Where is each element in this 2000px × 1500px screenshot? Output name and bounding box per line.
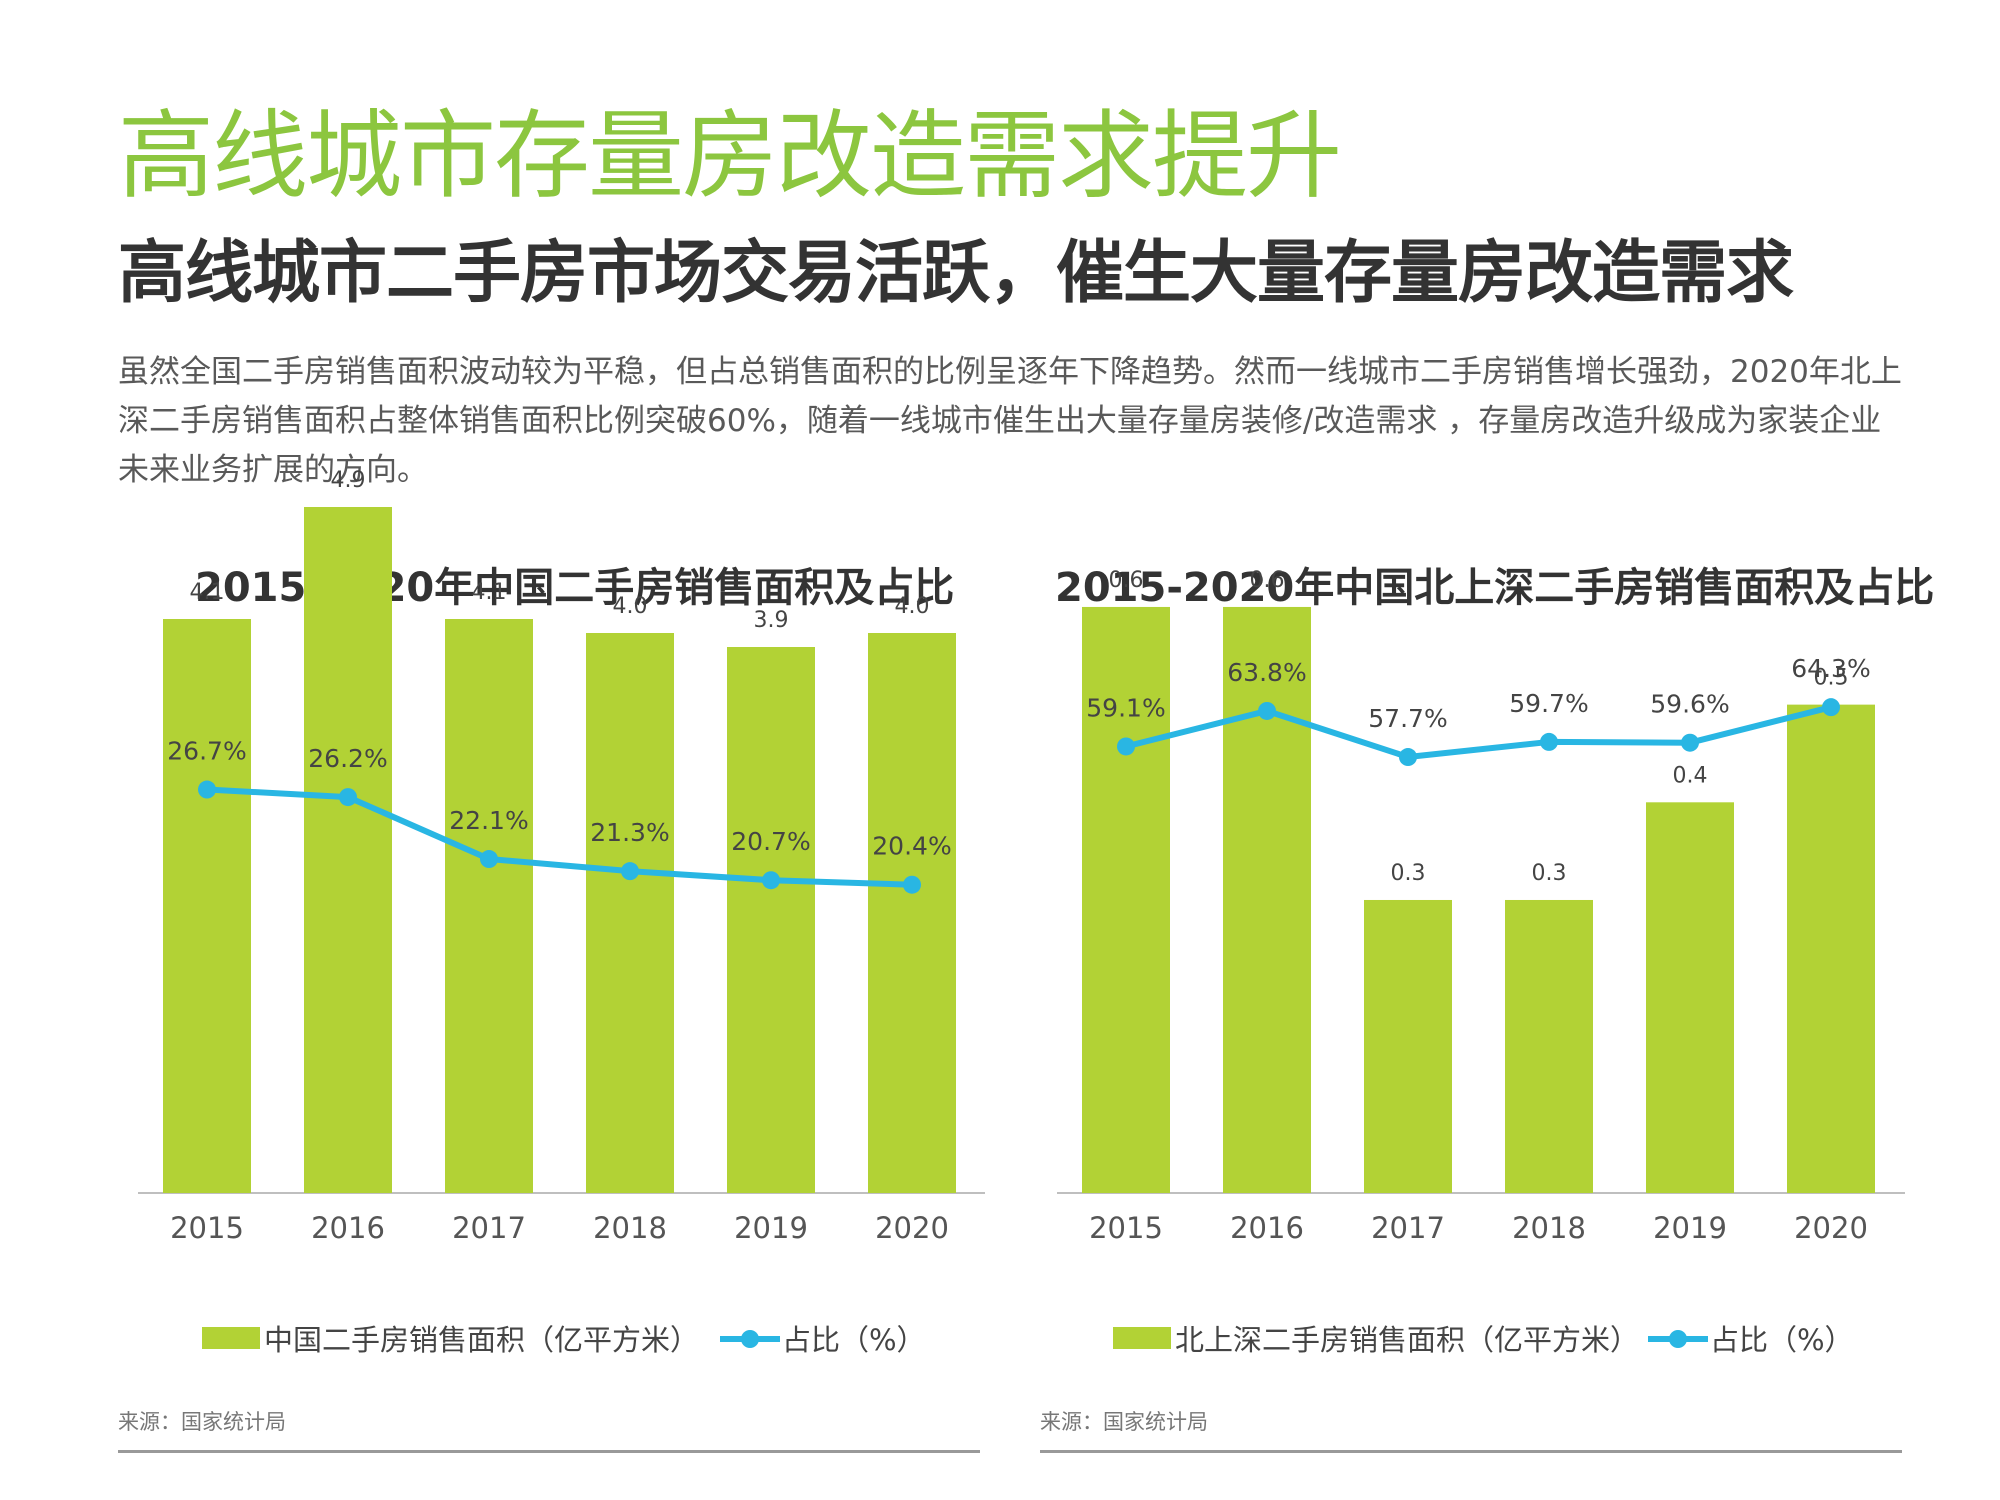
bar: [868, 633, 956, 1193]
legend-line-label: 占比（%）: [782, 1323, 926, 1357]
divider-left: [118, 1450, 980, 1453]
chart-title-tier1: 2015-2020年中国北上深二手房销售面积及占比: [1055, 565, 1935, 611]
bar-value-label: 0.5: [1814, 666, 1849, 691]
bar: [1364, 899, 1452, 1193]
bar-value-label: 3.9: [754, 608, 789, 633]
share-value-label: 20.7%: [731, 827, 810, 856]
bar: [1082, 606, 1170, 1193]
bar-value-label: 0.3: [1391, 861, 1426, 886]
x-tick-label: 2016: [1230, 1211, 1304, 1245]
x-tick-label: 2020: [1794, 1211, 1868, 1245]
body-paragraph: 虽然全国二手房销售面积波动较为平稳，但占总销售面积的比例呈逐年下降趋势。然而一线…: [118, 354, 1902, 488]
bar: [304, 507, 392, 1193]
bar-value-label: 0.6: [1250, 568, 1285, 593]
share-point: [1822, 698, 1840, 717]
share-value-label: 26.7%: [167, 737, 246, 766]
share-point: [1117, 737, 1135, 756]
share-point: [903, 875, 921, 894]
legend-line-marker: [1669, 1330, 1687, 1348]
legend-bar-swatch: [202, 1327, 260, 1349]
share-point: [762, 871, 780, 890]
share-value-label: 63.8%: [1227, 658, 1306, 687]
share-line: [206, 786, 913, 888]
source-note-right: 来源：国家统计局: [1040, 1410, 1208, 1434]
page-title: 高线城市存量房改造需求提升: [118, 100, 1342, 212]
share-point: [198, 780, 216, 799]
bar: [1646, 802, 1734, 1193]
x-tick-label: 2015: [170, 1211, 244, 1245]
bar-value-label: 4.0: [613, 594, 648, 619]
share-value-label: 59.7%: [1509, 689, 1588, 718]
x-tick-label: 2015: [1089, 1211, 1163, 1245]
x-tick-label: 2018: [593, 1211, 667, 1245]
bar: [1787, 704, 1875, 1193]
source-note-left: 来源：国家统计局: [118, 1410, 286, 1434]
share-value-label: 59.6%: [1650, 690, 1729, 719]
share-point: [480, 850, 498, 869]
x-tick-label: 2019: [1653, 1211, 1727, 1245]
bar-value-label: 4.0: [895, 594, 930, 619]
legend-line-marker: [741, 1330, 759, 1348]
share-value-label: 64.3%: [1791, 654, 1870, 683]
share-value-label: 57.7%: [1368, 704, 1447, 733]
x-tick-label: 2020: [875, 1211, 949, 1245]
bar: [163, 619, 251, 1193]
x-tick-label: 2019: [734, 1211, 808, 1245]
share-value-label: 20.4%: [872, 832, 951, 861]
share-value-label: 59.1%: [1086, 693, 1165, 722]
bar: [727, 647, 815, 1193]
bar: [1505, 899, 1593, 1193]
share-point: [1258, 701, 1276, 720]
bar-value-label: 0.6: [1109, 568, 1144, 593]
x-tick-label: 2017: [452, 1211, 526, 1245]
bar-value-label: 4.9: [331, 468, 366, 493]
legend-line-label: 占比（%）: [1710, 1323, 1854, 1357]
legend-bar-swatch: [1113, 1327, 1171, 1349]
x-tick-label: 2017: [1371, 1211, 1445, 1245]
bar-value-label: 4.1: [472, 580, 507, 605]
share-point: [1540, 732, 1558, 751]
share-line: [1125, 704, 1832, 761]
legend-bar-label: 中国二手房销售面积（亿平方米）: [264, 1323, 699, 1357]
x-tick-label: 2018: [1512, 1211, 1586, 1245]
share-value-label: 21.3%: [590, 818, 669, 847]
share-point: [621, 862, 639, 881]
share-value-label: 26.2%: [308, 744, 387, 773]
legend-bar-label: 北上深二手房销售面积（亿平方米）: [1175, 1323, 1639, 1357]
bar: [445, 619, 533, 1193]
share-point: [1681, 733, 1699, 752]
bar-value-label: 4.1: [190, 580, 225, 605]
page-subtitle: 高线城市二手房市场交易活跃，催生大量存量房改造需求: [118, 234, 1794, 313]
bar-value-label: 0.3: [1532, 861, 1567, 886]
divider-right: [1040, 1450, 1902, 1453]
x-tick-label: 2016: [311, 1211, 385, 1245]
share-value-label: 22.1%: [449, 806, 528, 835]
bar: [586, 633, 674, 1193]
share-point: [339, 788, 357, 807]
bar: [1223, 606, 1311, 1193]
bar-value-label: 0.4: [1673, 763, 1708, 788]
share-point: [1399, 748, 1417, 767]
